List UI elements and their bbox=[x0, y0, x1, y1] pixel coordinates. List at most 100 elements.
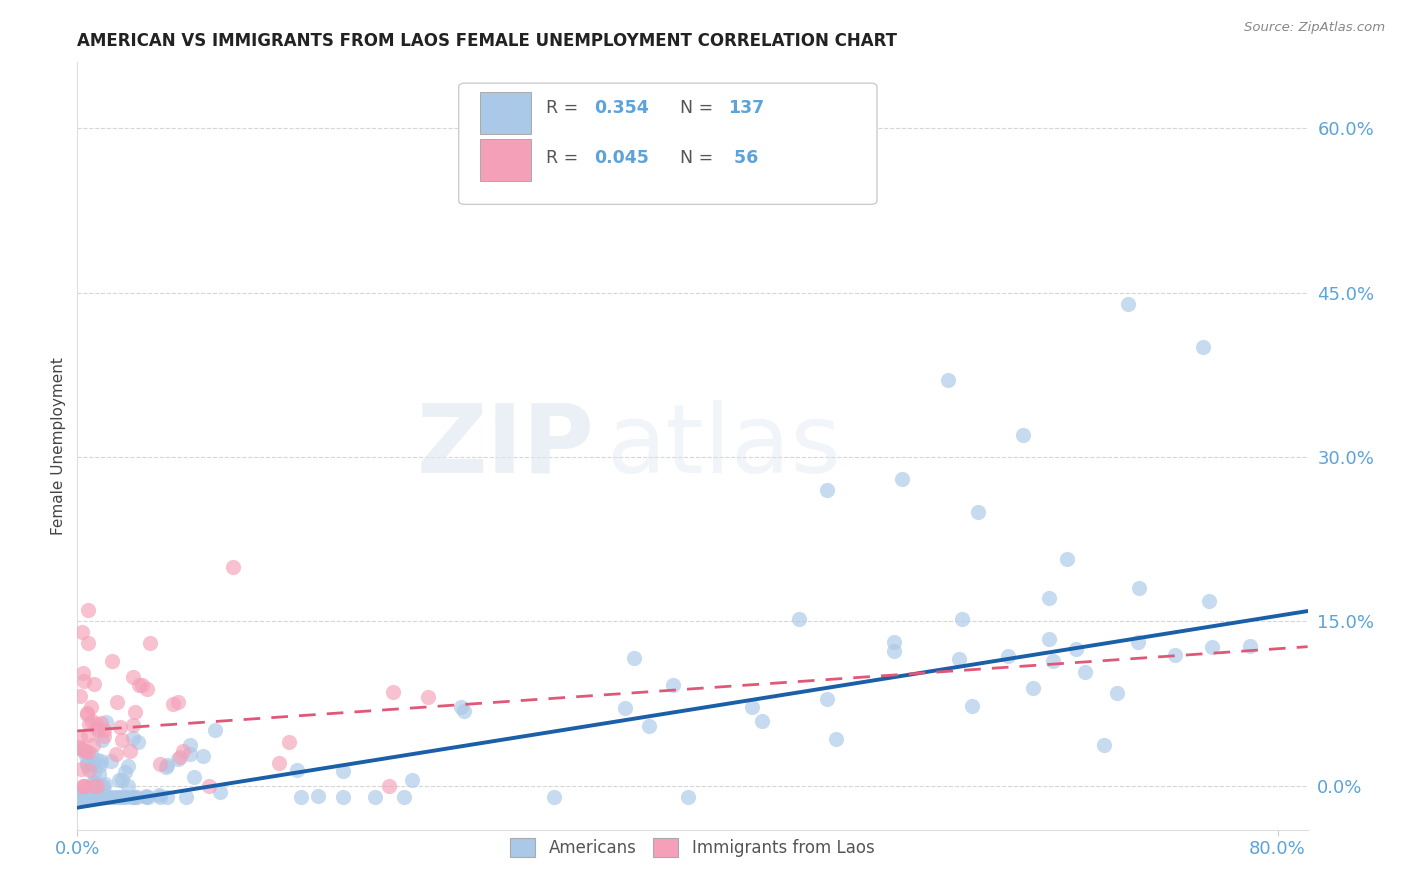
Point bbox=[69, 741, 91, 756]
Text: 0.045: 0.045 bbox=[595, 149, 650, 168]
Point bbox=[155, 760, 177, 774]
Point bbox=[80, 789, 103, 804]
Point bbox=[89, 786, 111, 800]
Point bbox=[179, 738, 201, 752]
Point bbox=[73, 779, 96, 793]
Point bbox=[825, 731, 848, 746]
Point bbox=[96, 789, 118, 804]
Point bbox=[76, 757, 98, 772]
Point bbox=[122, 789, 145, 804]
Point bbox=[378, 779, 401, 793]
Point bbox=[277, 735, 299, 749]
Point bbox=[120, 744, 142, 758]
Point bbox=[67, 740, 90, 755]
Point bbox=[83, 776, 105, 790]
Point bbox=[80, 757, 103, 772]
Point bbox=[307, 789, 329, 803]
Text: atlas: atlas bbox=[606, 400, 841, 492]
Point bbox=[82, 738, 104, 752]
Point bbox=[169, 750, 191, 764]
Point bbox=[948, 652, 970, 666]
Point bbox=[614, 701, 637, 715]
Point bbox=[662, 678, 685, 692]
Point bbox=[79, 789, 101, 804]
Point bbox=[72, 789, 94, 804]
Point bbox=[82, 776, 104, 790]
Point bbox=[87, 721, 110, 735]
Point bbox=[149, 789, 172, 804]
Point bbox=[98, 789, 121, 804]
Point bbox=[290, 789, 312, 804]
Point bbox=[883, 634, 905, 648]
Point bbox=[73, 789, 96, 804]
Point bbox=[139, 636, 162, 650]
Point bbox=[817, 483, 839, 497]
Point bbox=[997, 649, 1019, 664]
Point bbox=[787, 612, 810, 626]
Point bbox=[86, 789, 108, 804]
Point bbox=[72, 743, 94, 757]
Point bbox=[89, 789, 111, 804]
Point bbox=[174, 789, 197, 804]
Point bbox=[75, 789, 97, 804]
Point bbox=[332, 789, 354, 804]
Point bbox=[285, 763, 308, 777]
Point bbox=[77, 763, 100, 777]
Point bbox=[84, 789, 107, 804]
Point bbox=[966, 505, 988, 519]
Point bbox=[815, 692, 838, 706]
Point bbox=[950, 612, 973, 626]
Point bbox=[72, 743, 94, 757]
Point bbox=[741, 99, 763, 113]
Point bbox=[1056, 552, 1078, 566]
Text: R =: R = bbox=[546, 100, 583, 118]
Point bbox=[136, 681, 159, 696]
Point bbox=[623, 650, 645, 665]
Point bbox=[69, 690, 91, 704]
Point bbox=[83, 789, 105, 804]
Point bbox=[76, 745, 98, 759]
FancyBboxPatch shape bbox=[479, 92, 531, 134]
Point bbox=[108, 720, 131, 734]
Point bbox=[172, 744, 194, 758]
Point bbox=[76, 728, 98, 742]
Point bbox=[100, 755, 122, 769]
Point bbox=[104, 789, 127, 804]
Point bbox=[94, 789, 117, 804]
Point bbox=[1011, 428, 1033, 442]
Point bbox=[416, 690, 439, 705]
Point bbox=[209, 785, 232, 799]
Point bbox=[1038, 632, 1060, 646]
Point bbox=[82, 714, 104, 728]
Point bbox=[960, 699, 983, 714]
Point bbox=[114, 765, 136, 780]
Point bbox=[741, 700, 763, 714]
Point bbox=[1128, 581, 1150, 595]
Text: 0.354: 0.354 bbox=[595, 100, 648, 118]
Point bbox=[453, 704, 475, 718]
Point bbox=[67, 789, 90, 804]
Point bbox=[122, 718, 145, 732]
Point bbox=[76, 706, 98, 721]
Point bbox=[1042, 654, 1064, 668]
Point bbox=[114, 789, 136, 804]
Point bbox=[117, 780, 139, 794]
Point bbox=[83, 677, 105, 691]
Point bbox=[83, 789, 105, 804]
Point bbox=[204, 723, 226, 737]
Point bbox=[131, 677, 153, 691]
Point bbox=[149, 756, 172, 771]
Point bbox=[89, 789, 111, 804]
Point bbox=[80, 747, 103, 761]
Point bbox=[105, 695, 128, 709]
Point bbox=[87, 723, 110, 737]
Point bbox=[167, 695, 190, 709]
Point bbox=[69, 731, 91, 745]
Point bbox=[76, 756, 98, 771]
Point bbox=[122, 789, 145, 804]
Point bbox=[112, 789, 135, 804]
Point bbox=[80, 699, 103, 714]
Point bbox=[156, 758, 179, 772]
Point bbox=[72, 665, 94, 680]
Point bbox=[87, 767, 110, 781]
